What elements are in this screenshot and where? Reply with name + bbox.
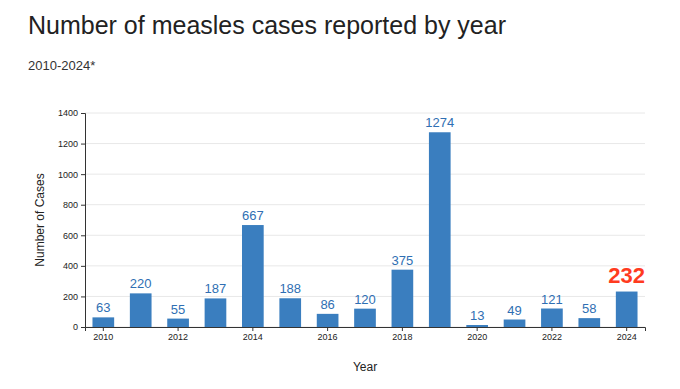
grid-line [85,265,645,266]
data-label: 55 [171,302,185,317]
subtitle: 2010-2024* [28,58,95,73]
x-tick: 2010 [93,327,113,342]
y-tick-mark [81,144,85,145]
x-tick: 2020 [467,327,487,342]
chart: Number of measles cases reported by year… [0,0,680,389]
y-tick-mark [81,327,85,328]
y-tick-label: 600 [63,231,78,241]
x-tick-mark [327,327,328,331]
data-label: 58 [582,301,596,316]
grid-line [85,235,645,236]
y-axis: 0 200 400 600 800 1000 1200 1400 [58,108,86,332]
plot: 0200400600800100012001400201020122014201… [58,108,646,342]
y-tick-mark [81,235,85,236]
x-tick-mark [178,327,179,331]
y-tick: 600 [63,231,85,241]
y-axis-line [81,114,86,328]
y-tick-mark [81,113,85,114]
bars [92,132,637,327]
y-tick: 0 [73,322,85,332]
x-tick: 2022 [542,327,562,342]
x-tick: 2024 [617,327,637,342]
data-label: 667 [242,208,264,223]
bar [279,298,301,327]
y-tick-mark [81,266,85,267]
x-tick: 2016 [318,327,338,342]
bar [354,309,376,327]
bar [541,309,563,327]
data-label: 86 [320,297,334,312]
x-tick-label: 2020 [467,332,487,342]
data-label: 63 [96,300,110,315]
data-label: 188 [279,281,301,296]
grid-line [85,204,645,205]
y-tick-mark [81,174,85,175]
x-tick-label: 2014 [243,332,263,342]
y-tick-label: 1400 [58,108,78,118]
data-label: 49 [507,303,521,318]
grid [85,113,645,327]
y-tick-mark [81,205,85,206]
data-label: 120 [354,292,376,307]
bar [429,132,451,327]
bar [242,225,264,327]
bar [205,298,227,327]
x-tick: 2014 [243,327,263,342]
x-tick-label: 2010 [93,332,113,342]
bar [504,320,526,327]
grid-line [85,113,645,114]
y-tick: 1200 [58,139,85,149]
data-labels: 63 220 55 187 667 188 86 120 375 1274 13 49 121 58 232 [96,115,645,323]
y-tick-label: 1200 [58,139,78,149]
y-tick: 1400 [58,108,85,118]
bar [392,270,414,327]
grid-line [85,174,645,175]
y-axis-title: Number of Cases [33,173,47,266]
y-tick-label: 400 [63,261,78,271]
data-label: 232 [608,263,645,288]
x-tick: 2018 [392,327,412,342]
bar [167,319,189,327]
bar [616,292,638,327]
x-tick-mark [103,327,104,331]
x-tick-mark [402,327,403,331]
x-tick-label: 2022 [542,332,562,342]
data-label: 187 [205,281,227,296]
y-tick: 1000 [58,170,85,180]
x-axis-line [86,328,646,332]
x-axis: 2010 2012 2014 2016 2018 2020 2022 2024 [86,327,646,342]
x-tick-label: 2024 [617,332,637,342]
x-tick-mark [252,327,253,331]
bar [578,318,600,327]
x-tick-mark [551,327,552,331]
data-label: 121 [541,292,563,307]
bar [466,325,488,327]
data-label: 375 [392,253,414,268]
y-tick: 800 [63,200,85,210]
data-label: 1274 [425,115,454,130]
x-tick-label: 2018 [392,332,412,342]
bar [317,314,339,327]
y-tick: 400 [63,261,85,271]
x-axis-title: Year [353,360,377,374]
y-tick-label: 0 [73,322,78,332]
data-label: 220 [130,276,152,291]
bar [130,293,152,327]
y-tick-label: 800 [63,200,78,210]
x-tick: 2012 [168,327,188,342]
y-tick-label: 200 [63,292,78,302]
bar [92,317,114,327]
x-tick-mark [477,327,478,331]
x-tick-mark [626,327,627,331]
data-label: 13 [470,308,484,323]
title: Number of measles cases reported by year [28,11,506,39]
y-tick-label: 1000 [58,170,78,180]
y-tick-mark [81,296,85,297]
y-tick: 200 [63,292,85,302]
x-tick-label: 2016 [318,332,338,342]
grid-line [85,143,645,144]
x-tick-label: 2012 [168,332,188,342]
